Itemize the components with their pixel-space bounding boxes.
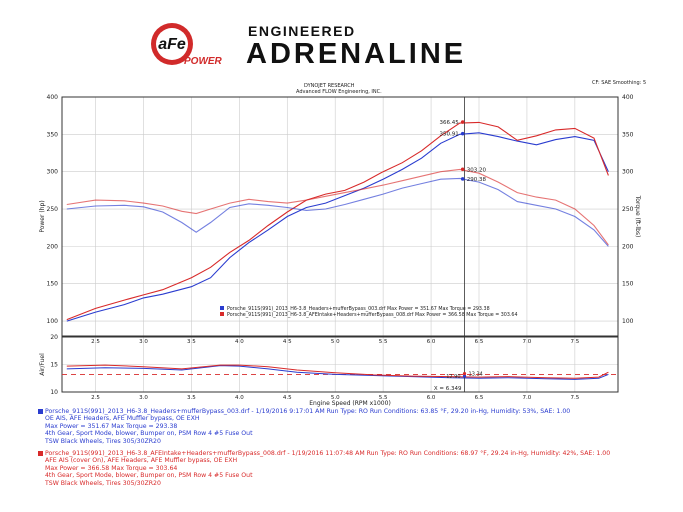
series-line-torque-blue bbox=[66, 177, 609, 247]
y-tick-label: 400 bbox=[47, 94, 59, 101]
tagline-engineered: ENGINEERED bbox=[248, 23, 356, 39]
legend-entry: Porsche_911S(991)_2013_H6-3.8_Headers+mu… bbox=[227, 306, 490, 312]
run-line: OE AIS, AFE Headers, AFE Muffler bypass,… bbox=[45, 415, 200, 423]
af-y-tick-label: 10 bbox=[50, 389, 58, 396]
annotation-dot bbox=[460, 131, 465, 136]
af-annotation-label: 12.90 bbox=[446, 374, 460, 380]
y-axis-label: Power (hp) bbox=[39, 200, 46, 232]
y-tick-label: 150 bbox=[47, 281, 59, 288]
run-line: Porsche_911S(991)_2013_H6-3.8_AFEIntake+… bbox=[45, 450, 611, 457]
y2-axis-label: Torque (ft-lbs) bbox=[634, 195, 641, 238]
run-line: Porsche_911S(991)_2013_H6-3.8_Headers+mu… bbox=[45, 408, 571, 415]
run-swatch-blue bbox=[38, 409, 43, 414]
y2-tick-label: 400 bbox=[622, 94, 634, 101]
run-line: TSW Black Wheels, Tires 305/30ZR20 bbox=[45, 437, 161, 445]
cursor-x-label: X = 6.349 bbox=[434, 386, 462, 392]
af-y-axis-label: Air/Fuel bbox=[39, 353, 46, 376]
annotation-label: 350.91 bbox=[439, 132, 458, 138]
y-tick-label: 200 bbox=[47, 243, 59, 250]
af-y-tick-label: 15 bbox=[50, 362, 58, 369]
y2-tick-label: 250 bbox=[622, 206, 634, 213]
tagline-adrenaline: ADRENALINE bbox=[246, 38, 466, 68]
run-line: 4th Gear, Sport Mode, blower, Bumper on,… bbox=[45, 472, 253, 480]
annotation-label: 290.38 bbox=[467, 177, 487, 183]
y-tick-label: 100 bbox=[47, 318, 59, 325]
annotation-label: 303.20 bbox=[467, 167, 487, 173]
annotation-dot bbox=[460, 177, 465, 181]
af-y-tick-label: 20 bbox=[50, 334, 58, 341]
y2-tick-label: 350 bbox=[622, 131, 634, 138]
y2-tick-label: 300 bbox=[622, 169, 634, 176]
series-line-torque-red bbox=[66, 168, 609, 246]
y2-tick-label: 100 bbox=[622, 318, 634, 325]
af-x-tick-label: 3.5 bbox=[187, 395, 196, 401]
run-line: Max Power = 351.67 Max Torque = 293.38 bbox=[45, 422, 178, 430]
annotation-dot bbox=[460, 120, 465, 124]
af-x-tick-label: 4.5 bbox=[283, 395, 292, 401]
y2-tick-label: 200 bbox=[622, 243, 634, 250]
plot-frame bbox=[61, 96, 619, 337]
af-plot-frame bbox=[61, 336, 619, 393]
y-tick-label: 350 bbox=[47, 131, 59, 138]
run-line: Max Power = 366.58 Max Torque = 303.64 bbox=[45, 464, 178, 472]
dyno-subtitle: Advanced FLOW Engineering, INC. bbox=[296, 89, 382, 95]
run-line: AFE AIS (cover On), AFE Headers, AFE Muf… bbox=[45, 457, 238, 465]
af-x-tick-label: 7.0 bbox=[523, 395, 532, 401]
x-axis-label: Engine Speed (RPM x1000) bbox=[309, 400, 391, 407]
af-annotation-dot bbox=[462, 372, 467, 376]
af-x-tick-label: 5.5 bbox=[379, 395, 388, 401]
run-swatch-red bbox=[38, 451, 43, 456]
power-logo-text: POWER bbox=[184, 56, 223, 67]
legend-entry: Porsche_911S(991)_2013_H6-3.8_AFEIntake+… bbox=[227, 312, 518, 318]
af-annotation-label: 13.34 bbox=[469, 372, 483, 378]
af-x-tick-label: 4.0 bbox=[235, 395, 244, 401]
af-x-tick-label: 2.5 bbox=[91, 395, 100, 401]
run-line: 4th Gear, Sport Mode, blower, Bumper on,… bbox=[45, 430, 253, 438]
af-series-line-red bbox=[66, 364, 609, 379]
afe-power-logo: aFe POWER ENGINEERED ADRENALINE bbox=[151, 23, 466, 68]
correction-factor: CF: SAE Smoothing: 5 bbox=[592, 80, 647, 86]
af-annotation-dot bbox=[462, 374, 467, 378]
dyno-title: DYNOJET RESEARCH bbox=[304, 83, 355, 89]
af-series-line-blue bbox=[66, 365, 609, 380]
run-info-blue: Porsche_911S(991)_2013_H6-3.8_Headers+mu… bbox=[38, 408, 571, 445]
annotation-label: 366.45 bbox=[439, 120, 459, 126]
af-x-tick-label: 5.0 bbox=[331, 395, 340, 401]
af-x-tick-label: 6.0 bbox=[427, 395, 436, 401]
y-tick-label: 300 bbox=[47, 169, 59, 176]
annotation-dot bbox=[460, 167, 465, 172]
run-line: TSW Black Wheels, Tires 305/30ZR20 bbox=[45, 479, 161, 487]
series-line-power-red bbox=[66, 121, 609, 321]
afe-logo-text: aFe bbox=[158, 36, 186, 53]
series-line-power-blue bbox=[66, 132, 609, 322]
af-x-tick-label: 7.5 bbox=[570, 395, 579, 401]
af-x-tick-label: 6.5 bbox=[475, 395, 484, 401]
y-tick-label: 250 bbox=[47, 206, 59, 213]
run-info-red: Porsche_911S(991)_2013_H6-3.8_AFEIntake+… bbox=[38, 450, 611, 487]
af-x-tick-label: 3.0 bbox=[139, 395, 148, 401]
legend-swatch bbox=[220, 312, 224, 316]
y2-tick-label: 150 bbox=[622, 281, 634, 288]
legend-swatch bbox=[220, 306, 224, 310]
